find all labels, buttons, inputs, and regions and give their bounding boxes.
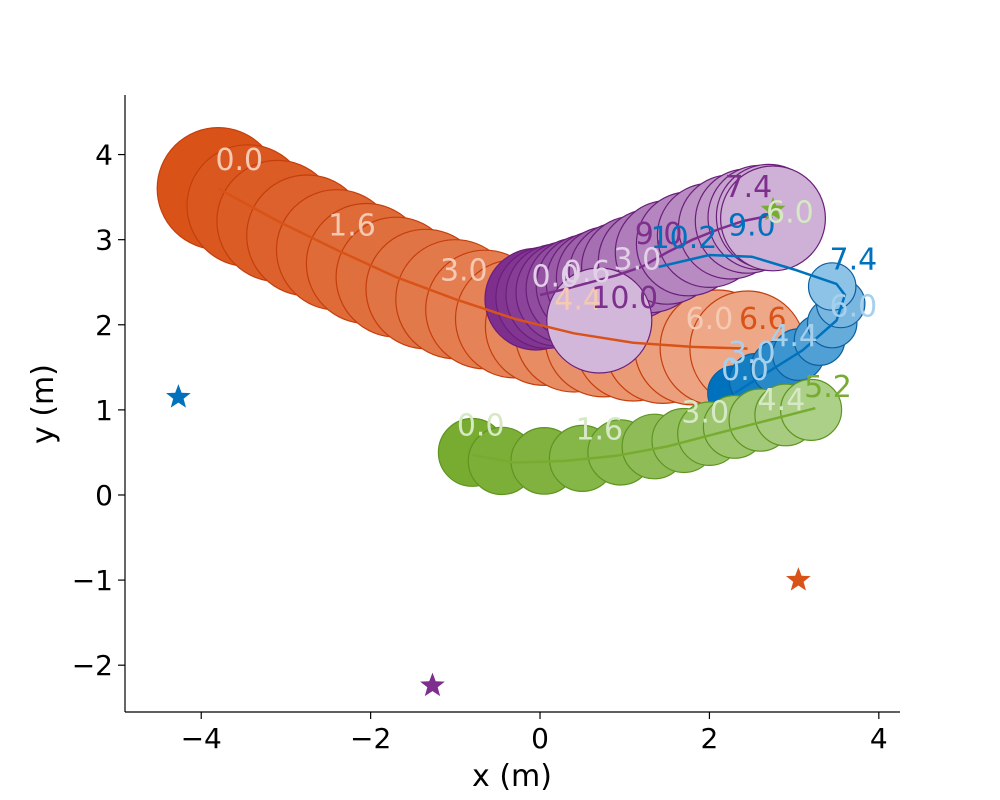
agent-1-path	[539, 214, 769, 297]
agent-0-time-label: 3.0	[440, 254, 488, 289]
y-tick-label: 4	[95, 139, 113, 172]
agent-3-time-label: 0.0	[457, 408, 505, 443]
y-tick-label: 3	[95, 224, 113, 257]
agent-0-path	[217, 187, 748, 350]
agent-1-time-label: 10.0	[591, 281, 658, 316]
agent-0-time-label: 0.0	[215, 143, 263, 178]
agent-3-time-label: 5.2	[804, 370, 852, 405]
agent-2-time-label: 4.4	[770, 319, 818, 354]
agent-0-time-label: 6.6	[739, 302, 787, 337]
agent-3-time-label: 3.0	[681, 396, 729, 431]
agent-0-time-label: 4.4	[554, 283, 602, 318]
y-axis-label: y (m)	[26, 364, 61, 444]
agent-2-time-label: 10.2	[651, 221, 718, 256]
agent-0-goal-star	[786, 567, 811, 591]
agent-1-disc	[546, 267, 653, 374]
y-tick-label: −1	[72, 564, 113, 597]
agent-3-goal-star	[760, 196, 786, 221]
agent-1-disc	[719, 165, 826, 272]
agent-2-time-label: 6.0	[830, 289, 878, 324]
agent-1-discs	[484, 163, 826, 374]
agent-2-time-label: 9.0	[728, 208, 776, 243]
y-tick-label: 0	[95, 479, 113, 512]
y-tick-label: 2	[95, 309, 113, 342]
agent-1-time-label: 0.6	[563, 255, 611, 290]
x-tick-label: 0	[531, 722, 549, 755]
agent-3-time-label: 1.6	[575, 413, 623, 448]
agent-1-time-label: 3.0	[614, 243, 662, 278]
axes: −4 −2 0 2 4 −2 −1 0 1 2 3 4	[72, 95, 900, 755]
x-tick-label: 2	[701, 722, 719, 755]
agent-2-time-label: 3.0	[728, 336, 776, 371]
agent-2-path	[658, 253, 847, 394]
agent-3-time-label: 6.0	[766, 196, 814, 231]
agent-1-time-label: 0.0	[531, 260, 579, 295]
plot-area: 0.01.63.04.46.0 6.60.00.6 3.09.010.07.40.0…	[156, 127, 878, 697]
agent-0-time-label: 6.0	[686, 302, 734, 337]
agent-0-time-label: 1.6	[328, 208, 376, 243]
y-tick-label: 1	[95, 394, 113, 427]
agent-2-time-label: 7.4	[830, 243, 878, 278]
x-tick-label: 4	[870, 722, 888, 755]
agent-3-time-label: 4.4	[758, 383, 806, 418]
agent-2-time-label: 0.0	[721, 353, 769, 388]
x-tick-label: −4	[181, 722, 222, 755]
agent-1-goal-star	[420, 672, 445, 697]
agent-1-time-label: 7.4	[725, 170, 773, 205]
x-axis-label: x (m)	[472, 759, 552, 794]
agent-1-time-label: 9.0	[635, 217, 683, 252]
x-tick-label: −2	[350, 722, 391, 755]
agent-3-path	[472, 406, 816, 464]
y-tick-label: −2	[72, 649, 113, 682]
agent-2-goal-star	[166, 384, 191, 408]
